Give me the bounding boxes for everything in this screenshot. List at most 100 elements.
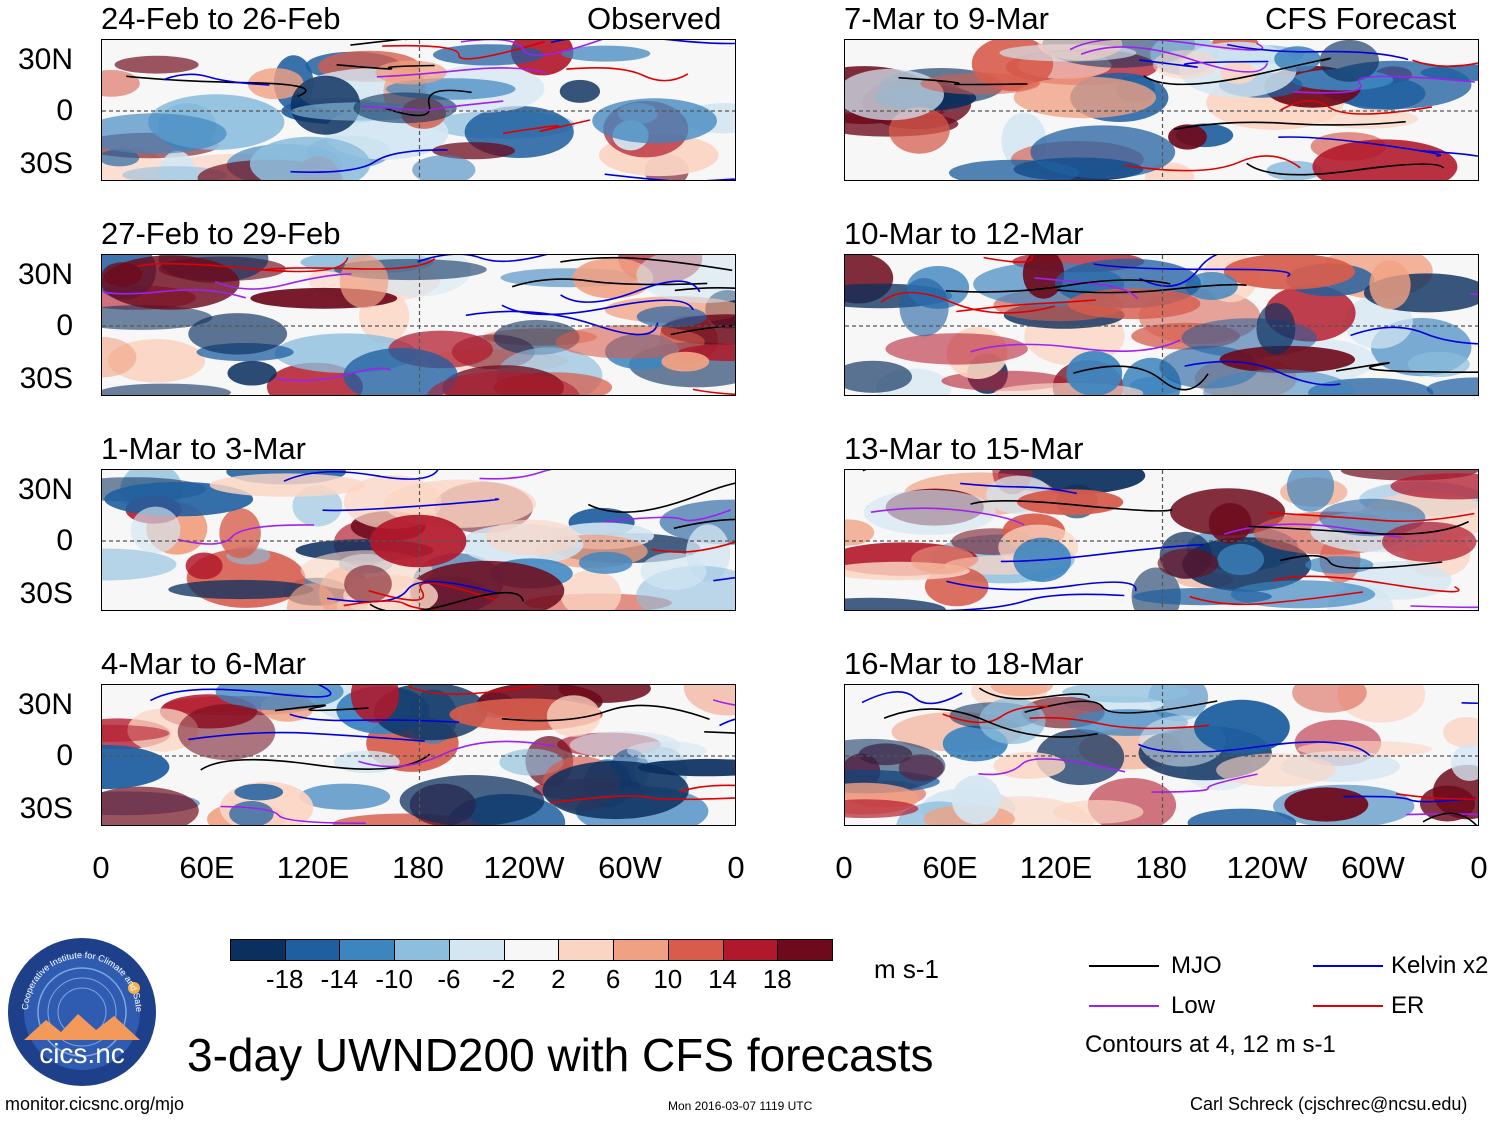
wind-anomaly-blob bbox=[412, 155, 476, 180]
map-panel-2 bbox=[844, 39, 1479, 181]
contour-line bbox=[350, 40, 408, 46]
wind-anomaly-blob bbox=[845, 68, 944, 121]
contour-line bbox=[883, 708, 1098, 738]
wind-anomaly-blob bbox=[427, 371, 580, 395]
contour-line bbox=[945, 279, 1171, 293]
contour-line bbox=[1093, 263, 1291, 278]
wind-anomaly-blob bbox=[102, 786, 199, 825]
colorbar-tick-label: -2 bbox=[492, 964, 516, 994]
wind-anomaly-blob bbox=[1219, 61, 1257, 84]
wind-anomaly-blob bbox=[104, 481, 254, 517]
contour-line bbox=[275, 704, 369, 712]
contour-line bbox=[277, 367, 391, 382]
colorbar-tick-label: -18 bbox=[265, 964, 304, 994]
map-field bbox=[845, 255, 1478, 395]
map-panel-5 bbox=[101, 469, 736, 611]
wind-anomaly-blob bbox=[432, 142, 515, 160]
legend-line-mjo bbox=[1089, 965, 1159, 967]
contour-line bbox=[692, 388, 735, 395]
contour-line bbox=[1278, 136, 1442, 157]
wind-anomaly-blob bbox=[636, 305, 707, 328]
contour-line bbox=[1073, 365, 1209, 391]
contour-line bbox=[1279, 554, 1443, 569]
lat-label-30n: 30N bbox=[17, 258, 73, 291]
legend-label-er: ER bbox=[1391, 992, 1425, 1019]
wind-anomaly-blob bbox=[185, 552, 223, 580]
map-field bbox=[102, 470, 735, 610]
wind-anomaly-blob bbox=[227, 360, 277, 386]
lon-label-0: 0 bbox=[835, 850, 853, 885]
contour-line bbox=[1057, 283, 1247, 294]
lat-label-eq: 0 bbox=[56, 739, 73, 772]
wind-anomaly-blob bbox=[979, 697, 1046, 745]
contour-line bbox=[322, 498, 500, 512]
contour-line bbox=[343, 600, 440, 610]
contour-line bbox=[1151, 773, 1258, 793]
colorbar-swatch bbox=[777, 939, 833, 961]
wind-anomaly-blob bbox=[1292, 685, 1367, 713]
contour-line bbox=[880, 291, 1056, 314]
contour-line bbox=[970, 499, 1173, 512]
contour-line bbox=[1184, 360, 1341, 386]
legend-label-mjo: MJO bbox=[1171, 952, 1222, 979]
wind-anomaly-blob bbox=[845, 738, 946, 794]
contour-line bbox=[587, 482, 735, 513]
wind-anomaly-blob bbox=[299, 783, 391, 810]
colorbar-swatch bbox=[667, 939, 724, 961]
contour-line bbox=[1280, 100, 1433, 115]
wind-anomaly-blob bbox=[373, 685, 488, 741]
contour-line bbox=[220, 805, 366, 825]
wind-anomaly-blob bbox=[286, 583, 338, 610]
wind-anomaly-blob bbox=[229, 801, 274, 825]
wind-anomaly-blob bbox=[1317, 108, 1418, 129]
legend-line-kelvin bbox=[1313, 965, 1383, 967]
wind-anomaly-blob bbox=[542, 760, 689, 820]
wind-anomaly-blob bbox=[102, 337, 137, 378]
wind-anomaly-blob bbox=[1420, 64, 1478, 81]
wind-anomaly-blob bbox=[130, 506, 181, 554]
lat-label-30n: 30N bbox=[17, 688, 73, 721]
contour-line bbox=[983, 255, 1034, 263]
contour-line bbox=[259, 257, 436, 272]
wind-anomaly-blob bbox=[661, 351, 710, 372]
wind-anomaly-blob bbox=[1017, 489, 1124, 515]
panel-2-tag: CFS Forecast bbox=[1265, 1, 1457, 36]
wind-anomaly-blob bbox=[1382, 521, 1477, 562]
panel-6-title: 13-Mar to 15-Mar bbox=[844, 431, 1084, 466]
contour-line bbox=[670, 324, 735, 336]
contour-line bbox=[942, 705, 1049, 724]
wind-anomaly-blob bbox=[863, 489, 996, 535]
wind-anomaly-blob bbox=[555, 325, 705, 359]
wind-anomaly-blob bbox=[102, 548, 177, 581]
contour-line bbox=[289, 713, 460, 723]
contour-line bbox=[368, 582, 498, 602]
map-field bbox=[845, 470, 1478, 610]
lon-label-180: 180 bbox=[392, 850, 444, 885]
contour-line bbox=[214, 273, 352, 290]
contour-line bbox=[549, 795, 735, 804]
wind-anomaly-blob bbox=[493, 319, 580, 355]
contour-line bbox=[861, 691, 963, 705]
legend-line-low bbox=[1089, 1005, 1159, 1007]
contour-line bbox=[978, 758, 1126, 776]
wind-anomaly-blob bbox=[1230, 580, 1376, 609]
contour-line bbox=[385, 89, 472, 117]
wind-anomaly-blob bbox=[102, 149, 140, 167]
colorbar-swatch bbox=[503, 939, 560, 961]
map-panel-8 bbox=[844, 684, 1479, 826]
footer-timestamp: Mon 2016-03-07 1119 UTC bbox=[668, 1099, 813, 1113]
wind-anomaly-blob bbox=[845, 799, 919, 819]
legend-line-er bbox=[1313, 1005, 1383, 1007]
contour-line bbox=[1395, 793, 1478, 800]
contour-line bbox=[511, 278, 708, 288]
wind-anomaly-blob bbox=[1133, 588, 1272, 606]
lon-label-120e: 120E bbox=[1019, 850, 1093, 885]
colorbar-swatch bbox=[394, 939, 450, 961]
wind-anomaly-blob bbox=[560, 570, 622, 610]
wind-anomaly-blob bbox=[1223, 255, 1355, 290]
contour-line bbox=[1272, 575, 1460, 593]
lat-label-30n: 30N bbox=[17, 43, 73, 76]
contour-line bbox=[560, 280, 701, 303]
contour-line bbox=[604, 509, 731, 523]
wind-anomaly-blob bbox=[1369, 260, 1411, 310]
